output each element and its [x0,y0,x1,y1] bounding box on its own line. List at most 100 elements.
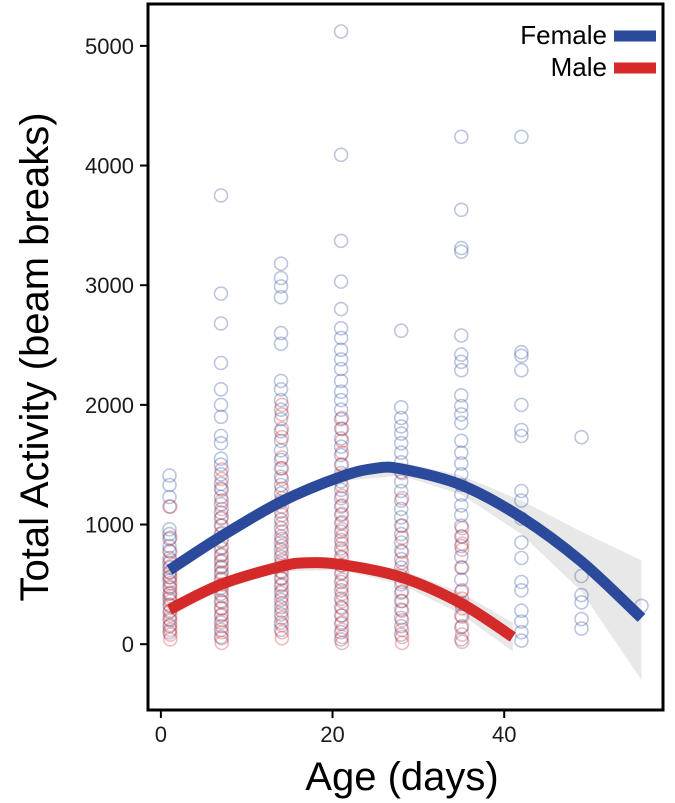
male-data-point [334,488,350,504]
female-data-point [333,499,349,514]
male-data-point [274,531,290,547]
female-data-point [213,286,229,301]
female-data-point [213,505,229,520]
female-data-point [213,397,229,413]
male-data-point [454,536,470,552]
female-data-point [393,526,409,542]
female-data-point [393,474,409,489]
female-data-point [273,460,289,476]
female-data-point [333,384,349,400]
female-data-point [333,330,349,346]
female-data-point [273,622,289,638]
male-data-point [394,555,410,571]
female-data-point [273,279,289,294]
fit-lines [166,461,646,642]
male-data-point [334,529,350,544]
female-data-point [333,591,349,607]
plot-frame [146,2,665,712]
male-data-point [274,545,290,561]
female-data-point [273,289,289,305]
male-data-point [214,624,230,640]
female-data-point [333,507,349,523]
female-data-point [213,355,229,371]
female-data-point [453,347,469,362]
female-data-point [393,426,409,441]
female-data-point [453,328,469,343]
male-data-point [334,506,350,522]
female-data-point [162,543,177,559]
female-data-point [514,550,529,566]
y-tick-label: 3000 [85,273,134,298]
male-data-point [274,397,290,413]
female-data-point [453,572,469,587]
female-data-point [273,452,289,468]
female-data-point [162,477,177,493]
female-data-point [514,574,529,590]
male-data-point [334,579,350,595]
female-data-point [333,361,349,377]
female-data-point [273,411,289,427]
y-tick-label: 4000 [85,154,134,179]
female-data-point [333,24,349,39]
female-data-point [273,325,289,341]
male-data-point [274,407,290,422]
male-data-point [334,600,350,616]
male-data-point [274,617,290,633]
female-data-point [393,535,409,550]
male-data-point [274,515,290,531]
female-data-point [453,354,469,370]
female-data-point [162,468,177,483]
female-data-point [162,538,177,554]
female-data-point [393,410,409,426]
male-data-point [334,622,350,638]
legend-label-male: Male [551,52,607,82]
female-data-point [162,624,177,640]
female-data-point [393,627,409,642]
male-data-point [214,493,230,508]
female-data-point [333,411,349,427]
female-data-point [273,336,289,352]
male-data-point [454,627,470,642]
female-data-point [213,435,229,451]
scatter-points [162,24,649,651]
male-data-point [214,618,230,634]
female-data-point [333,608,349,623]
male-data-point [454,582,470,598]
male-data-point [394,603,410,619]
female-data-point [333,524,349,540]
female-data-point [213,457,229,473]
female-data-point [162,618,177,634]
female-data-point [273,592,289,608]
male-data-point [394,544,410,560]
female-data-point [453,445,469,461]
female-data-point [213,608,229,623]
female-fit-line [166,461,646,622]
male-data-point [454,542,470,558]
male-data-point [274,610,290,626]
male-data-point [334,572,350,587]
female-data-point [393,618,409,634]
female-data-point [273,402,289,418]
female-data-point [333,233,349,249]
female-data-point [162,521,177,537]
y-tick-label: 2000 [85,393,134,418]
male-data-point [163,585,178,601]
female-data-point [393,543,409,559]
male-data-point [394,518,410,534]
male-data-point [454,529,470,544]
female-data-point [453,507,469,523]
female-data-point [514,397,529,413]
female-data-point [333,392,349,408]
female-data-point [213,188,229,203]
female-data-point [393,551,409,567]
male-data-point [454,634,470,650]
female-data-point [574,587,589,603]
male-data-point [163,575,178,591]
female-data-point [514,535,529,550]
male-data-point [394,490,410,506]
male-data-point [163,530,178,546]
female-data-point [213,600,229,616]
female-data-point [162,531,177,547]
